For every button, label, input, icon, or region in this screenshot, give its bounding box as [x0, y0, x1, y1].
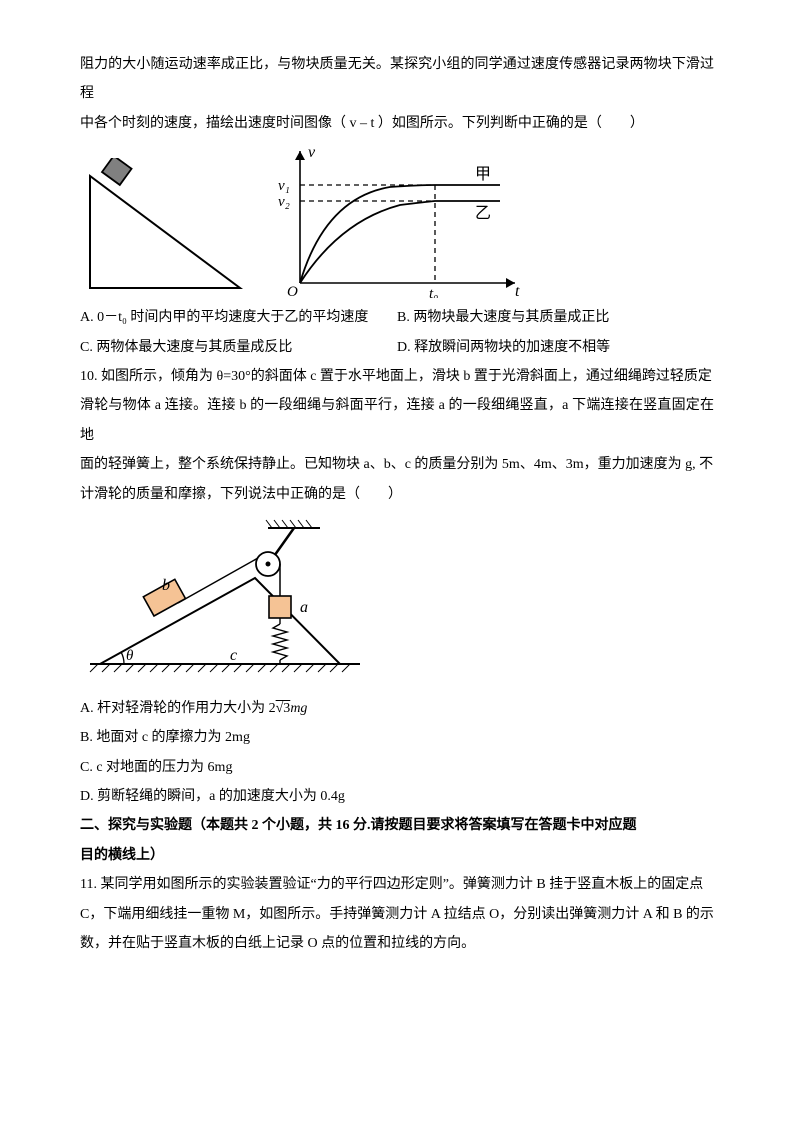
q11-line1: 11. 某同学用如图所示的实验装置验证“力的平行四边形定则”。弹簧测力计 B 挂… [80, 870, 714, 899]
svg-text:b: b [162, 577, 170, 594]
section2-title1: 二、探究与实验题（本题共 2 个小题，共 16 分.请按题目要求将答案填写在答题… [80, 811, 714, 840]
q9-option-b: B. 两物块最大速度与其质量成正比 [397, 303, 714, 332]
v2-label: v₂ [278, 194, 290, 210]
q10-option-d: D. 剪断轻绳的瞬间，a 的加速度大小为 0.4g [80, 782, 714, 811]
t0-label: t₀ [429, 286, 438, 298]
origin-label: O [287, 284, 298, 298]
q10-stem4: 计滑轮的质量和摩擦，下列说法中正确的是（ ） [80, 480, 714, 509]
q9-option-d: D. 释放瞬间两物块的加速度不相等 [397, 333, 714, 362]
q9-figures: v t O v₁ v₂ t₀ 甲 乙 [80, 143, 714, 298]
q9-options: A. 0－t₀ 时间内甲的平均速度大于乙的平均速度 B. 两物块最大速度与其质量… [80, 303, 714, 362]
q10-stem2: 滑轮与物体 a 连接。连接 b 的一段细绳与斜面平行，连接 a 的一段细绳竖直，… [80, 391, 714, 450]
svg-text:c: c [230, 647, 237, 664]
q10-a-pre: A. 杆对轻滑轮的作用力大小为 2 [80, 701, 276, 716]
curve-yi-label: 乙 [475, 205, 491, 222]
intro-line1: 阻力的大小随运动速率成正比，与物块质量无关。某探究小组的同学通过速度传感器记录两… [80, 50, 714, 109]
q10-option-a: A. 杆对轻滑轮的作用力大小为 2√3mg [80, 694, 714, 723]
q10-option-b: B. 地面对 c 的摩擦力为 2mg [80, 723, 714, 752]
svg-text:a: a [300, 599, 308, 616]
q10-stem1: 10. 如图所示，倾角为 θ=30°的斜面体 c 置于水平地面上，滑块 b 置于… [80, 362, 714, 391]
q11-line3: 数，并在贴于竖直木板的白纸上记录 O 点的位置和拉线的方向。 [80, 929, 714, 958]
q10-figure: b a c θ [80, 514, 714, 689]
q10-a-sqrt: √3 [276, 701, 291, 716]
svg-text:θ: θ [126, 648, 134, 664]
q10-a-post: mg [290, 701, 307, 716]
q9-figure-graph: v t O v₁ v₂ t₀ 甲 乙 [270, 143, 530, 298]
q9-option-c: C. 两物体最大速度与其质量成反比 [80, 333, 397, 362]
axis-t-label: t [515, 283, 520, 298]
q10-stem3: 面的轻弹簧上，整个系统保持静止。已知物块 a、b、c 的质量分别为 5m、4m、… [80, 450, 714, 479]
section2-title2: 目的横线上） [80, 841, 714, 870]
q9-figure-incline [80, 158, 250, 298]
q10-option-c: C. c 对地面的压力为 6mg [80, 753, 714, 782]
q9-option-a: A. 0－t₀ 时间内甲的平均速度大于乙的平均速度 [80, 303, 397, 332]
q11-line2: C，下端用细线挂一重物 M，如图所示。手持弹簧测力计 A 拉结点 O，分别读出弹… [80, 900, 714, 929]
axis-v-label: v [308, 144, 316, 161]
curve-jia-label: 甲 [475, 166, 491, 183]
intro-line2: 中各个时刻的速度，描绘出速度时间图像（ v – t ）如图所示。下列判断中正确的… [80, 109, 714, 138]
v1-label: v₁ [278, 178, 290, 194]
